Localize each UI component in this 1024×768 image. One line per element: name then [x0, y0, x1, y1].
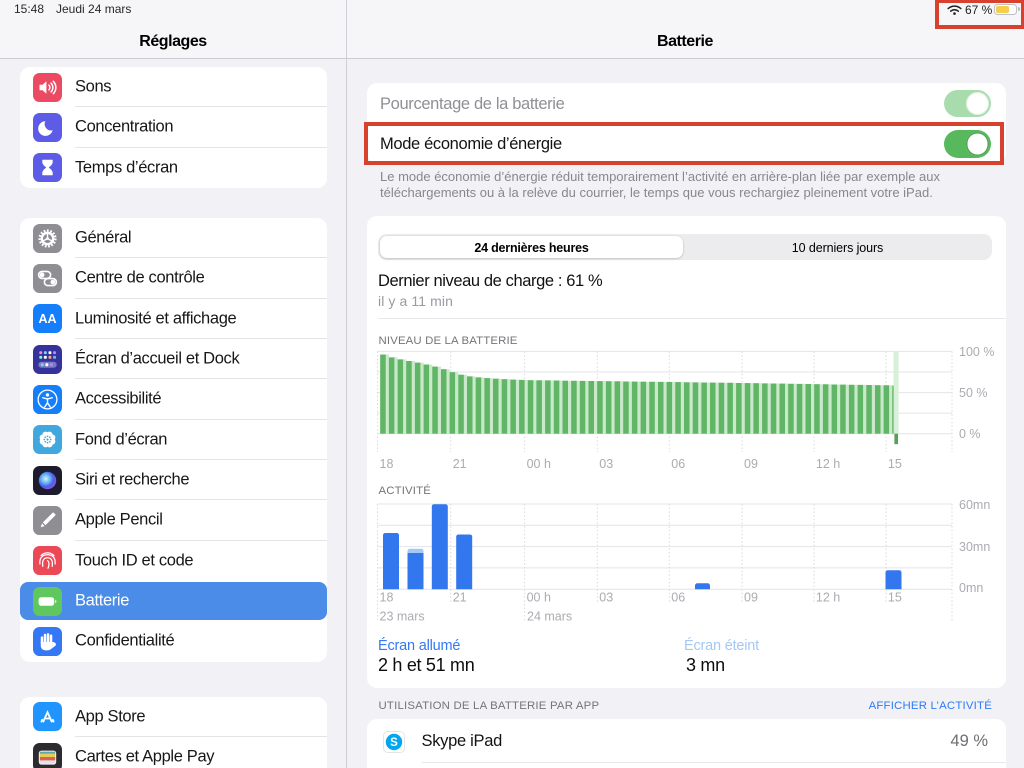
svg-text:S: S — [390, 737, 398, 749]
svg-text:03: 03 — [599, 591, 613, 605]
svg-text:60mn: 60mn — [959, 498, 990, 512]
svg-text:15: 15 — [888, 591, 902, 605]
svg-text:12 h: 12 h — [816, 591, 840, 605]
svg-text:23 mars: 23 mars — [380, 610, 425, 624]
svg-text:0 %: 0 % — [959, 427, 981, 441]
svg-text:06: 06 — [671, 457, 685, 471]
svg-text:AA: AA — [38, 312, 56, 326]
svg-text:50 %: 50 % — [959, 386, 988, 400]
svg-text:09: 09 — [744, 457, 758, 471]
svg-text:21: 21 — [453, 591, 467, 605]
svg-text:00 h: 00 h — [527, 457, 551, 471]
svg-text:12 h: 12 h — [816, 457, 840, 471]
svg-text:18: 18 — [380, 591, 394, 605]
svg-text:18: 18 — [380, 457, 394, 471]
svg-text:0mn: 0mn — [959, 581, 983, 595]
svg-text:30mn: 30mn — [959, 540, 990, 554]
svg-text:06: 06 — [671, 591, 685, 605]
svg-text:00 h: 00 h — [527, 591, 551, 605]
svg-text:100 %: 100 % — [959, 345, 994, 359]
svg-text:03: 03 — [599, 457, 613, 471]
svg-text:09: 09 — [744, 591, 758, 605]
svg-text:24 mars: 24 mars — [527, 610, 572, 624]
svg-text:21: 21 — [453, 457, 467, 471]
svg-text:15: 15 — [888, 457, 902, 471]
